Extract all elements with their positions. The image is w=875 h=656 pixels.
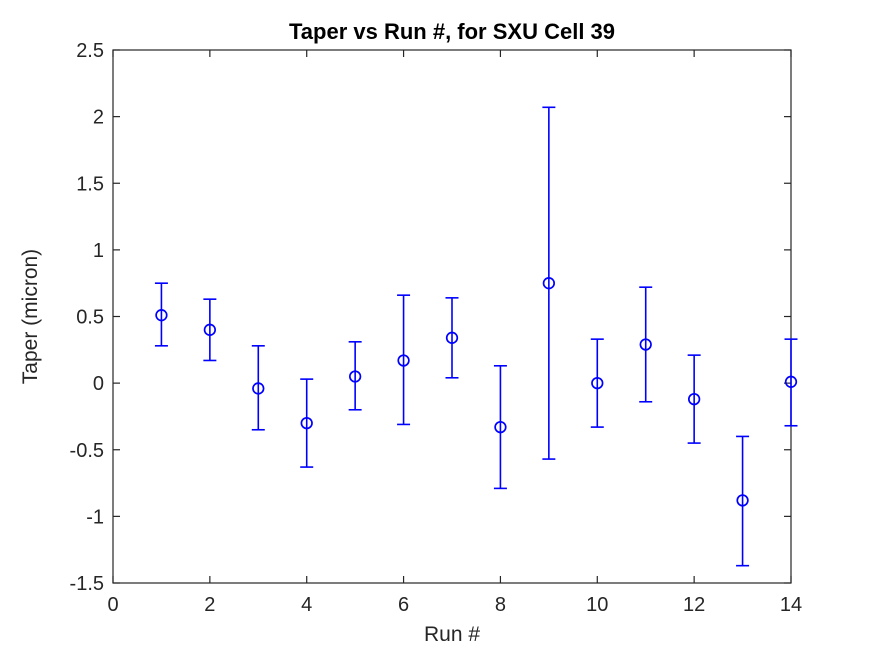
y-tick-label: -1	[86, 506, 104, 528]
data-point-marker	[155, 309, 168, 322]
data-point-marker	[542, 277, 556, 290]
x-axis-label: Run #	[424, 623, 480, 646]
data-point-marker	[397, 354, 410, 367]
data-point-marker	[784, 375, 798, 388]
x-tick-label: 4	[301, 594, 312, 616]
x-tick-label: 10	[586, 594, 608, 616]
data-point-marker	[300, 416, 313, 430]
data-point-marker	[736, 494, 749, 507]
y-tick-label: 1	[93, 240, 104, 262]
y-tick-label: 2	[93, 107, 104, 129]
y-tick-label: -1.5	[70, 573, 104, 595]
y-tick-label: 2.5	[76, 40, 104, 62]
y-tick-label: 1.5	[76, 173, 104, 195]
x-tick-label: 6	[398, 594, 409, 616]
data-point-marker	[445, 331, 459, 344]
x-tick-label: 14	[780, 594, 802, 616]
data-point-marker	[687, 392, 701, 406]
data-point-marker	[639, 338, 652, 351]
x-tick-label: 2	[204, 594, 215, 616]
data-point-marker	[203, 323, 217, 336]
x-tick-label: 0	[107, 594, 118, 616]
y-tick-label: 0	[93, 373, 104, 395]
data-point-marker	[591, 376, 604, 390]
data-point-marker	[348, 370, 362, 383]
data-point-marker	[494, 420, 507, 434]
axes: 0 2 4 6 8 10 12 14 -1.5 -1 -0.5 0 0.5 1 1.5 2 2.5	[70, 40, 803, 616]
errorbar-series	[154, 106, 798, 567]
data-point-marker	[252, 382, 265, 395]
x-tick-label: 8	[495, 594, 506, 616]
y-axis-label: Taper (micron)	[19, 249, 42, 384]
y-tick-label: 0.5	[76, 307, 104, 329]
chart-title: Taper vs Run #, for SXU Cell 39	[289, 19, 615, 44]
y-tick-label: -0.5	[70, 440, 104, 462]
x-tick-label: 12	[683, 594, 705, 616]
